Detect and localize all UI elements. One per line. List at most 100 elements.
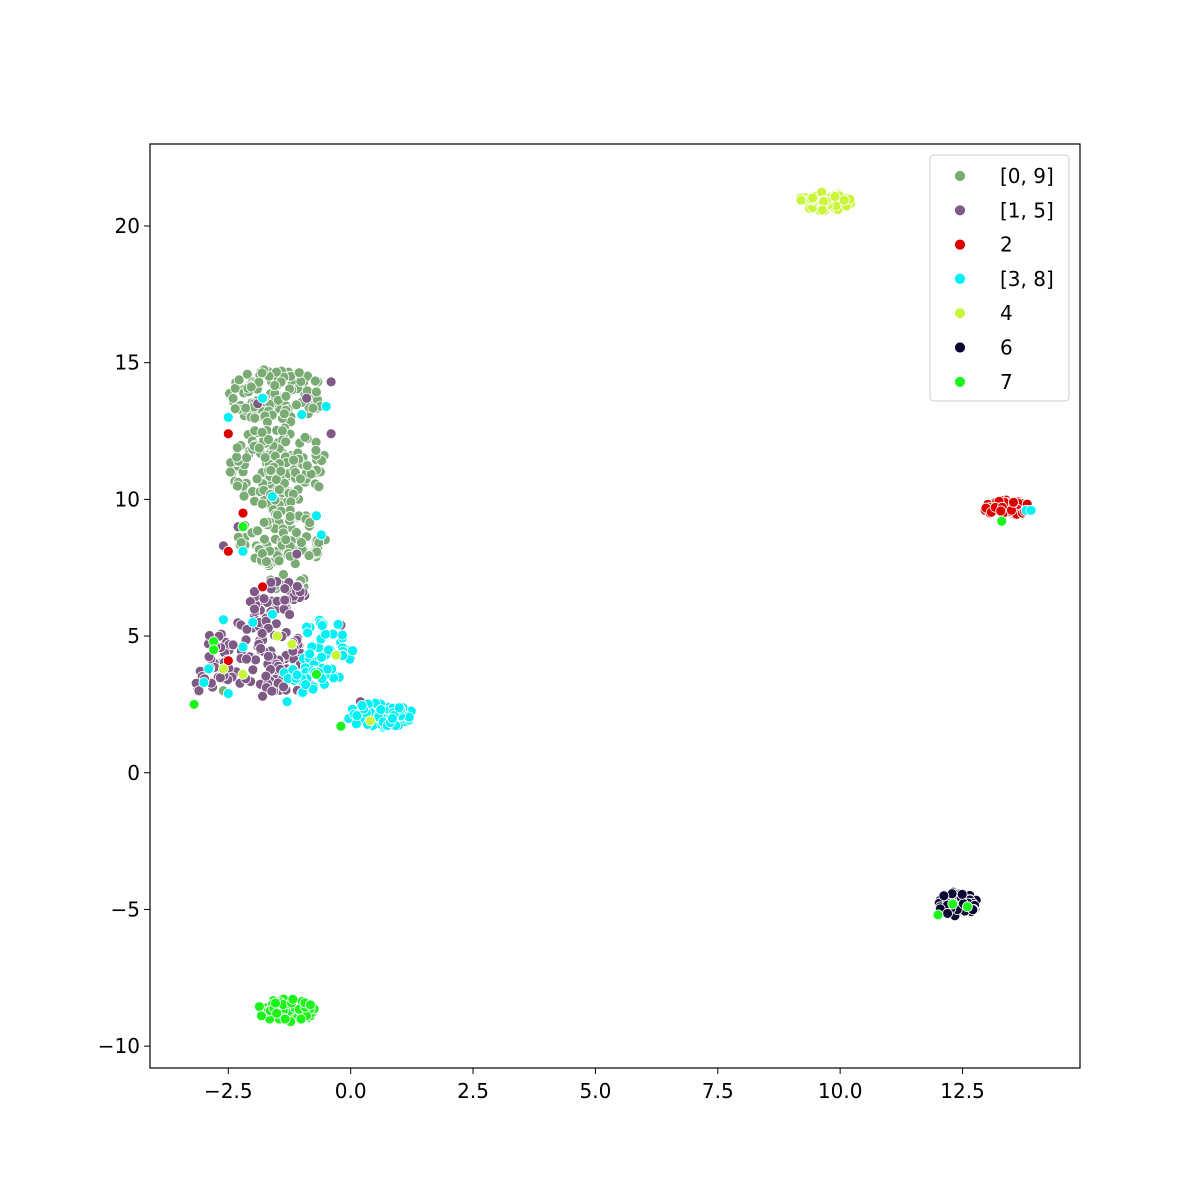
scatter-point-series-2-81 (237, 507, 249, 519)
scatter-point-series-4-65 (271, 630, 283, 642)
scatter-point-series-2-82 (257, 581, 268, 593)
scatter-point-series-0-87 (241, 368, 253, 380)
legend-label: 2 (1000, 233, 1013, 257)
scatter-point-series-0-258 (256, 426, 268, 438)
scatter-point-series-0-254 (232, 480, 243, 492)
scatter-point-series-0-89 (229, 403, 241, 415)
scatter-point-series-6-60 (188, 699, 200, 710)
scatter-point-series-0-193 (277, 425, 288, 437)
scatter-point-series-6-35 (279, 1013, 291, 1025)
scatter-point-series-5-69 (942, 908, 953, 919)
scatter-point-series-3-130 (323, 644, 334, 656)
scatter-point-series-6-65 (932, 909, 944, 921)
legend-marker (954, 238, 966, 251)
scatter-point-series-0-335 (291, 527, 302, 538)
scatter-point-series-6-69 (237, 521, 249, 533)
scatter-point-series-0-316 (271, 509, 283, 521)
y-tick-label: 10 (115, 487, 140, 511)
scatter-point-series-3-166 (257, 392, 268, 404)
scatter-point-series-0-86 (309, 375, 321, 387)
scatter-point-series-3-167 (296, 409, 308, 421)
scatter-point-series-0-236 (270, 474, 282, 485)
scatter-point-series-2-78 (1008, 496, 1019, 508)
scatter-point-series-0-108 (280, 390, 292, 402)
scatter-point-series-4-45 (795, 194, 807, 206)
scatter-point-series-3-169 (266, 491, 278, 503)
scatter-point-series-1-180 (325, 428, 337, 440)
legend-label: 7 (1000, 370, 1013, 394)
y-axis: −10 −5 0 5 10 15 20 (98, 214, 150, 1058)
scatter-point-series-3-173 (198, 677, 210, 688)
scatter-point-series-0-234 (256, 498, 268, 510)
legend-marker (954, 307, 966, 320)
scatter-point-series-4-60 (237, 668, 249, 680)
scatter-point-series-0-119 (311, 386, 322, 398)
scatter-point-series-3-176 (247, 617, 259, 628)
scatter-point-series-6-66 (947, 898, 959, 910)
scatter-point-series-4-59 (816, 204, 828, 216)
scatter-point-series-0-319 (252, 525, 263, 537)
legend-marker (954, 204, 966, 217)
scatter-point-series-0-244 (301, 460, 313, 472)
x-tick-label: 5.0 (580, 1079, 612, 1103)
points-layer (188, 186, 1037, 1028)
scatter-point-series-0-323 (304, 517, 316, 529)
scatter-point-series-6-59 (304, 999, 316, 1011)
scatter-point-series-3-174 (222, 688, 234, 699)
legend-label: 4 (1000, 301, 1013, 325)
scatter-point-series-6-64 (335, 720, 347, 732)
x-tick-label: 0.0 (335, 1079, 367, 1103)
scatter-point-series-3-132 (316, 651, 327, 663)
scatter-point-series-3-170 (311, 510, 322, 522)
scatter-point-series-3-136 (316, 620, 328, 631)
scatter-point-series-1-24 (249, 603, 260, 615)
scatter-point-series-3-164 (300, 679, 312, 690)
scatter-point-series-4-64 (218, 663, 229, 675)
scatter-point-series-0-118 (307, 402, 319, 414)
scatter-point-series-1-124 (241, 653, 252, 665)
scatter-point-series-3-88 (375, 704, 387, 715)
scatter-point-series-1-183 (193, 685, 205, 697)
scatter-point-series-0-309 (259, 533, 270, 545)
scatter-point-series-5-57 (938, 890, 950, 902)
y-tick-label: 0 (127, 761, 140, 785)
scatter-point-series-1-125 (256, 627, 268, 639)
scatter-point-series-1-159 (278, 681, 289, 693)
scatter-point-series-1-179 (325, 376, 337, 388)
scatter-point-series-3-172 (203, 663, 215, 675)
scatter-point-series-1-114 (255, 643, 267, 654)
scatter-point-series-0-105 (290, 399, 302, 411)
scatter-point-series-6-57 (270, 997, 281, 1009)
scatter-point-series-0-346 (303, 550, 315, 562)
x-tick-label: 10.0 (818, 1079, 863, 1103)
scatter-point-series-3-181 (315, 529, 327, 541)
legend-label: [0, 9] (1000, 164, 1054, 188)
scatter-point-series-3-165 (222, 411, 234, 423)
scatter-point-series-4-62 (330, 649, 342, 661)
scatter-point-series-1-83 (241, 623, 253, 635)
scatter-point-series-0-97 (295, 376, 307, 387)
scatter-point-series-3-171 (237, 545, 249, 557)
legend-marker (954, 272, 966, 285)
scatter-point-series-0-95 (269, 380, 281, 391)
scatter-point-series-1-93 (250, 654, 262, 666)
scatter-point-series-2-84 (222, 545, 234, 557)
legend: [0, 9] [1, 5] 2 [3, 8] 4 6 7 (929, 154, 1070, 402)
scatter-point-series-0-320 (284, 511, 296, 522)
scatter-point-series-0-347 (235, 537, 247, 548)
scatter-point-series-1-184 (257, 690, 268, 702)
x-axis: −2.5 0.0 2.5 5.0 7.5 10.0 12.5 (204, 1068, 985, 1103)
scatter-point-series-3-128 (304, 648, 316, 660)
scatter-point-series-6-45 (271, 1007, 283, 1019)
scatter-point-series-2-80 (222, 428, 234, 440)
scatter-point-series-0-114 (249, 412, 261, 424)
scatter-point-series-3-175 (237, 641, 249, 653)
scatter-point-series-0-241 (231, 451, 243, 463)
scatter-point-series-4-61 (286, 638, 298, 650)
scatter-point-series-0-259 (294, 473, 306, 485)
scatter-point-series-0-256 (310, 445, 322, 456)
scatter-point-series-0-222 (263, 434, 274, 445)
scatter-point-series-6-68 (996, 515, 1008, 527)
scatter-point-series-3-139 (302, 627, 313, 639)
scatter-point-series-6-50 (256, 1010, 267, 1022)
